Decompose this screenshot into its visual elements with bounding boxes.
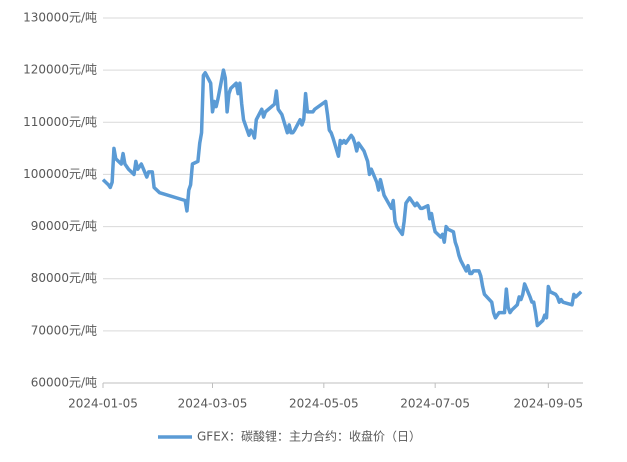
- y-tick-label: 80000元/吨: [31, 271, 97, 285]
- x-tick-label: 2024-01-05: [68, 397, 138, 411]
- legend-label: GFEX：碳酸锂：主力合约：收盘价（日）: [197, 429, 421, 444]
- data-line: [101, 68, 583, 328]
- y-tick-label: 130000元/吨: [23, 11, 97, 25]
- x-tick-label: 2024-03-05: [178, 397, 248, 411]
- y-tick-label: 110000元/吨: [23, 115, 97, 129]
- y-tick-label: 100000元/吨: [23, 167, 97, 181]
- x-tick-label: 2024-09-05: [513, 397, 583, 411]
- y-tick-label: 90000元/吨: [31, 219, 97, 233]
- y-tick-label: 60000元/吨: [31, 376, 97, 390]
- x-tick-label: 2024-05-05: [289, 397, 359, 411]
- y-tick-label: 120000元/吨: [23, 63, 97, 77]
- y-tick-label: 70000元/吨: [31, 323, 97, 337]
- x-tick-label: 2024-07-05: [400, 397, 470, 411]
